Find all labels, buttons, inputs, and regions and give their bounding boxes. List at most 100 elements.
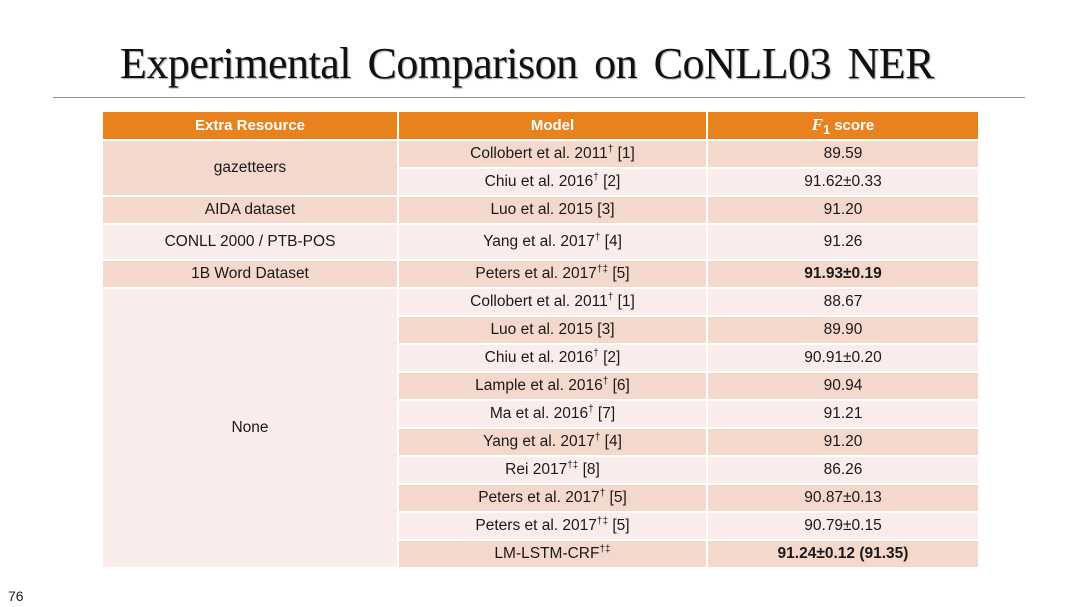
score-cell: 91.21 — [706, 399, 980, 429]
model-ref: [8] — [578, 461, 600, 478]
model-cell: Luo et al. 2015 [3] — [397, 195, 708, 225]
model-cell: Lample et al. 2016† [6] — [397, 371, 708, 401]
model-ref: [5] — [608, 265, 630, 282]
score-cell: 89.59 — [706, 139, 980, 169]
score-cell: 90.79±0.15 — [706, 511, 980, 541]
model-mark: † — [593, 171, 599, 183]
table-row: Luo et al. 2015 [3] 89.90 — [102, 315, 980, 345]
model-ref: [5] — [608, 517, 630, 534]
score-cell: 91.62±0.33 — [706, 167, 980, 197]
table-row: None Collobert et al. 2011† [1] 88.67 — [101, 287, 980, 569]
f1-subscript: 1 — [823, 122, 831, 137]
model-name: LM-LSTM-CRF — [494, 545, 600, 562]
model-name: Peters et al. 2017 — [475, 517, 597, 534]
score-cell: 88.67 — [706, 287, 980, 317]
table-row: Ma et al. 2016† [7] 91.21 — [102, 399, 980, 429]
model-cell: Luo et al. 2015 [3] — [397, 315, 708, 345]
table-row: Peters et al. 2017†‡ [5] 90.79±0.15 — [102, 511, 980, 541]
model-ref: [5] — [605, 489, 627, 506]
model-mark: † — [607, 143, 614, 155]
model-mark: † — [599, 487, 606, 499]
model-cell: Peters et al. 2017†‡ [5] — [397, 259, 708, 289]
model-name: Lample et al. 2016 — [475, 377, 603, 394]
resource-cell-gazetteers: gazetteers — [101, 139, 399, 197]
model-ref: [7] — [593, 405, 616, 422]
model-mark: † — [602, 375, 609, 387]
score-cell: 90.94 — [706, 371, 980, 401]
model-cell: Collobert et al. 2011† [1] — [397, 287, 708, 317]
model-ref: [1] — [613, 145, 635, 162]
table-row: 1B Word Dataset Peters et al. 2017†‡ [5]… — [101, 259, 980, 289]
model-cell: Yang et al. 2017† [4] — [397, 427, 708, 457]
model-cell: Chiu et al. 2016† [2] — [397, 343, 708, 373]
table-row: Lample et al. 2016† [6] 90.94 — [102, 371, 980, 401]
model-name: Peters et al. 2017 — [478, 489, 600, 506]
resource-cell-conll2000: CONLL 2000 / PTB-POS — [101, 223, 399, 261]
model-name: Chiu et al. 2016 — [484, 173, 594, 190]
header-model: Model — [397, 110, 708, 141]
score-cell: 90.91±0.20 — [706, 343, 980, 373]
score-cell: 89.90 — [706, 315, 980, 345]
f1-symbol: F — [811, 114, 824, 134]
table-row: Chiu et al. 2016† [2] 90.91±0.20 — [102, 343, 980, 373]
slide-title: Experimental Comparison on CoNLL03 NER — [120, 39, 935, 88]
model-ref: [2] — [598, 349, 621, 366]
model-ref: [1] — [613, 293, 635, 310]
model-name: Rei 2017 — [505, 461, 568, 478]
model-ref: [6] — [608, 377, 630, 394]
f1-word: score — [830, 116, 875, 134]
model-cell: Collobert et al. 2011† [1] — [397, 139, 708, 169]
model-name: Collobert et al. 2011 — [470, 293, 608, 310]
table-row: Rei 2017†‡ [8] 86.26 — [102, 455, 980, 485]
resource-cell-1b-word: 1B Word Dataset — [101, 259, 399, 289]
model-cell: Ma et al. 2016† [7] — [397, 399, 708, 429]
model-mark: †‡ — [599, 543, 611, 555]
score-cell: 91.26 — [706, 223, 980, 261]
model-name: Collobert et al. 2011 — [470, 145, 608, 162]
model-mark: † — [594, 431, 601, 443]
model-mark: † — [607, 291, 614, 303]
resource-cell-none: None — [101, 287, 399, 569]
model-cell: Yang et al. 2017† [4] — [397, 223, 708, 261]
model-mark: † — [588, 403, 594, 415]
table-row: AIDA dataset Luo et al. 2015 [3] 91.20 — [101, 195, 980, 225]
score-cell: 91.24±0.12 (91.35) — [706, 539, 980, 569]
score-cell: 91.93±0.19 — [706, 259, 980, 289]
model-ref: [4] — [600, 433, 622, 450]
model-cell: Chiu et al. 2016† [2] — [397, 167, 708, 197]
model-mark: †‡ — [567, 459, 579, 471]
score-cell: 90.87±0.13 — [706, 483, 980, 513]
table-row: Yang et al. 2017† [4] 91.20 — [102, 427, 980, 457]
score-cell: 91.20 — [706, 195, 980, 225]
model-ref: [4] — [600, 233, 622, 250]
table-row: LM-LSTM-CRF†‡ 91.24±0.12 (91.35) — [102, 539, 980, 569]
table-row: gazetteers Collobert et al. 2011† [1] 89… — [101, 139, 980, 197]
model-mark: †‡ — [596, 515, 609, 527]
header-f1-score: F1 score — [706, 110, 980, 141]
table-row: Chiu et al. 2016† [2] 91.62±0.33 — [102, 167, 980, 197]
model-cell: Rei 2017†‡ [8] — [397, 455, 708, 485]
model-name: Yang et al. 2017 — [483, 433, 595, 450]
header-row: Extra Resource Model F1 score — [101, 110, 980, 141]
model-name: Chiu et al. 2016 — [484, 349, 594, 366]
page-number: 76 — [8, 588, 24, 604]
model-ref: [2] — [598, 173, 621, 190]
model-name: Luo et al. 2015 [3] — [490, 201, 615, 218]
title-divider — [53, 97, 1025, 98]
model-name: Peters et al. 2017 — [475, 265, 597, 282]
header-extra-resource: Extra Resource — [101, 110, 399, 141]
model-cell: Peters et al. 2017† [5] — [397, 483, 708, 513]
score-cell: 91.20 — [706, 427, 980, 457]
model-name: Yang et al. 2017 — [483, 233, 595, 250]
model-mark: † — [594, 231, 601, 243]
model-cell: Peters et al. 2017†‡ [5] — [397, 511, 708, 541]
model-mark: † — [593, 347, 599, 359]
model-mark: †‡ — [596, 263, 609, 275]
model-name: Ma et al. 2016 — [489, 405, 589, 422]
results-table: Extra Resource Model F1 score gazetteers… — [101, 110, 980, 569]
table-row: CONLL 2000 / PTB-POS Yang et al. 2017† [… — [101, 223, 980, 261]
resource-cell-aida: AIDA dataset — [101, 195, 399, 225]
table-row: Peters et al. 2017† [5] 90.87±0.13 — [102, 483, 980, 513]
score-cell: 86.26 — [706, 455, 980, 485]
model-cell: LM-LSTM-CRF†‡ — [397, 539, 708, 569]
